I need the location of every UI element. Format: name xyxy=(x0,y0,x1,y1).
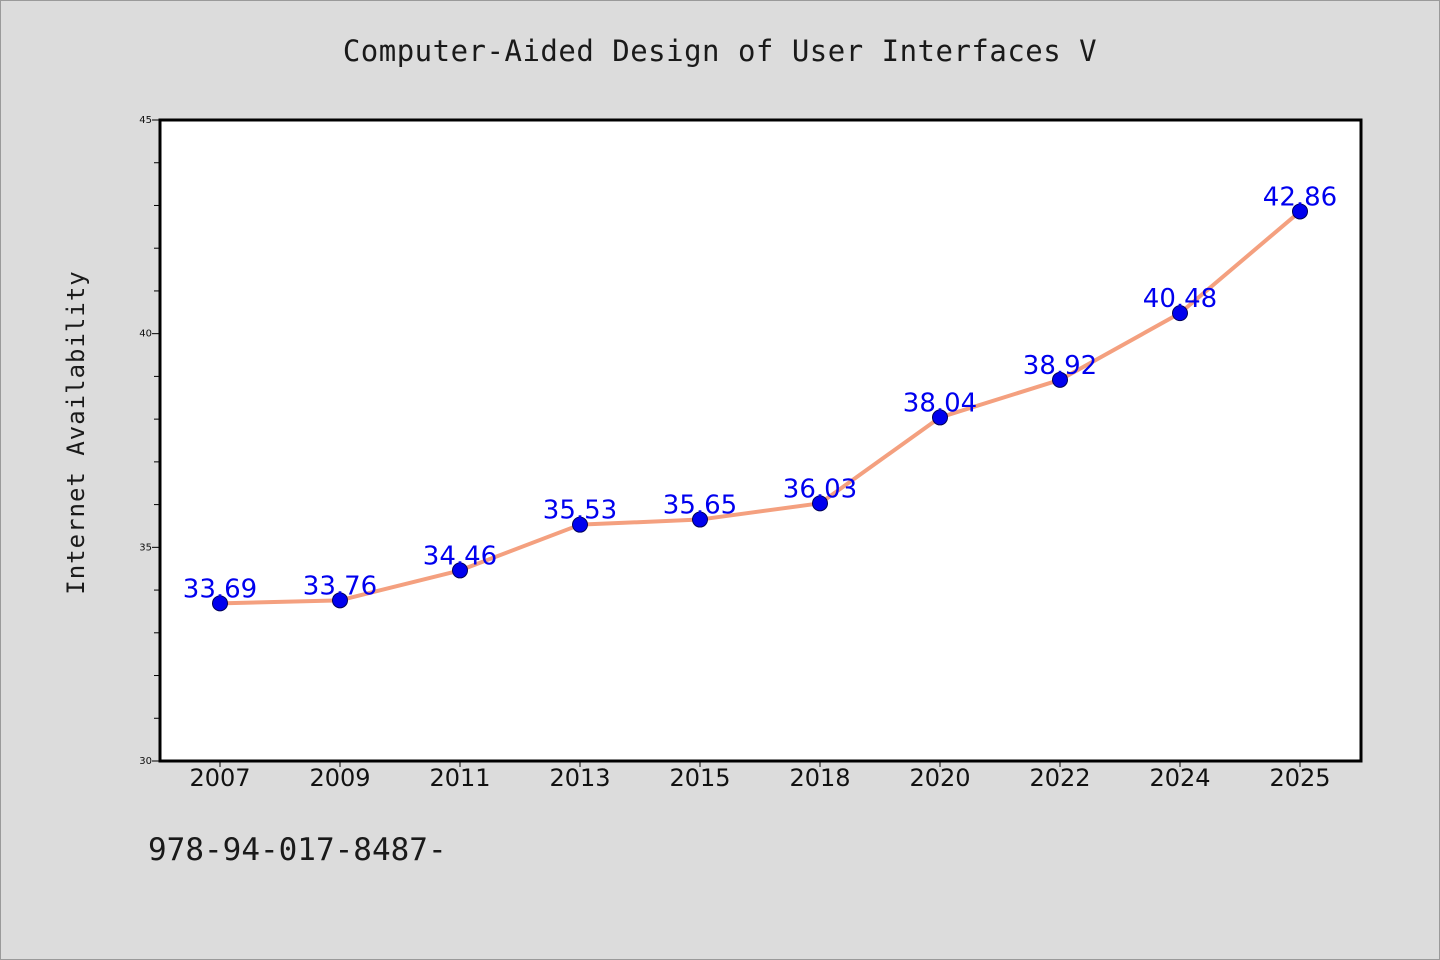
y-tick-label: 30 xyxy=(139,756,152,767)
x-tick-label: 2018 xyxy=(789,764,850,792)
data-point xyxy=(692,511,708,528)
data-label: 38.04 xyxy=(903,388,977,418)
x-tick-label: 2013 xyxy=(549,764,610,792)
y-tick-label: 35 xyxy=(139,542,152,553)
data-label: 36.03 xyxy=(783,474,857,504)
data-label: 33.76 xyxy=(303,571,377,601)
y-tick-label: 40 xyxy=(139,329,152,340)
x-tick-label: 2009 xyxy=(309,764,370,792)
series-line xyxy=(218,209,1302,606)
data-point xyxy=(452,562,468,579)
y-tick-label: 45 xyxy=(139,115,152,126)
data-point xyxy=(572,516,588,533)
series-markers xyxy=(212,203,1308,612)
data-point xyxy=(1172,305,1188,322)
plot-area xyxy=(160,120,1361,761)
y-axis: 30 35 40 45 xyxy=(139,115,160,767)
footer-isbn-text: 978-94-017-8487- xyxy=(148,832,447,868)
data-point xyxy=(332,592,348,609)
data-point xyxy=(812,495,828,512)
data-label: 40.48 xyxy=(1143,284,1217,314)
x-tick-label: 2007 xyxy=(189,764,250,792)
x-tick-label: 2025 xyxy=(1269,764,1330,792)
x-tick-label: 2024 xyxy=(1149,764,1210,792)
x-tick-label: 2011 xyxy=(429,764,490,792)
data-point xyxy=(932,409,948,426)
data-point xyxy=(212,595,228,612)
y-axis-label: Internet Availability xyxy=(62,270,90,594)
x-axis: 2007 2009 2011 2013 2015 2018 2020 2022 2024 2025 xyxy=(189,761,1331,792)
data-label: 34.46 xyxy=(423,541,497,571)
data-point xyxy=(1292,203,1308,220)
data-label: 33.69 xyxy=(183,574,257,604)
chart-title: Computer-Aided Design of User Interfaces… xyxy=(342,34,1098,68)
data-label: 38.92 xyxy=(1023,351,1097,381)
x-tick-label: 2015 xyxy=(669,764,730,792)
data-labels: 33.69 33.76 34.46 35.53 35.65 36.03 38.04 38.92… xyxy=(183,182,1337,604)
data-label: 42.86 xyxy=(1263,182,1337,212)
data-point xyxy=(1052,371,1068,388)
data-label: 35.53 xyxy=(543,496,617,526)
plot-frame xyxy=(158,118,1363,763)
x-tick-label: 2020 xyxy=(909,764,970,792)
x-tick-label: 2022 xyxy=(1029,764,1090,792)
data-label: 35.65 xyxy=(663,491,737,521)
